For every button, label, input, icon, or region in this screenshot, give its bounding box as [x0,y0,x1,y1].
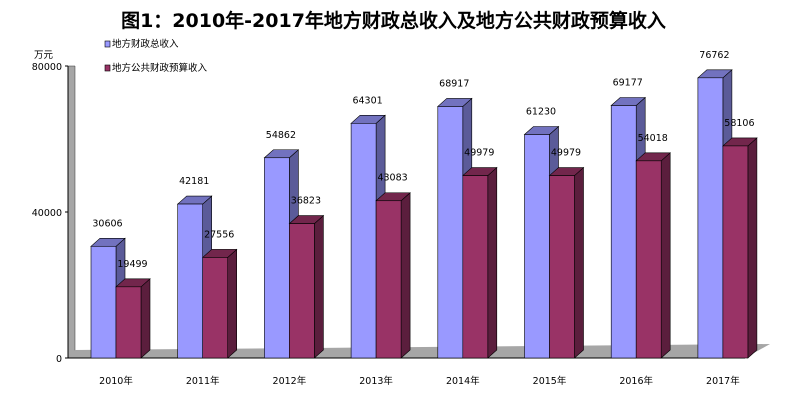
bar-side [314,214,324,359]
data-label: 76762 [699,50,729,61]
data-label: 30606 [92,218,122,229]
bar [115,286,142,359]
bar [462,175,489,359]
floor [68,344,770,358]
x-tick-label: 2016年 [619,375,653,387]
data-label: 27556 [204,229,234,240]
data-label: 64301 [352,95,382,106]
data-label: 43083 [377,173,407,184]
bar [177,203,203,359]
x-tick-label: 2010年 [99,375,133,387]
legend-swatch [104,64,111,72]
bar [610,105,637,359]
data-label: 68917 [439,78,469,89]
y-tick-label: 80000 [32,62,62,73]
x-tick-label: 2015年 [533,375,567,387]
data-label: 36823 [291,196,321,207]
bar-side [660,152,671,359]
bar [697,77,724,359]
x-tick-label: 2011年 [186,375,220,387]
bar [635,160,662,359]
data-label: 69177 [613,78,643,89]
data-label: 19499 [117,259,147,270]
data-label: 58106 [724,118,754,129]
data-label: 49979 [551,148,581,159]
bar [437,106,464,359]
bar [202,257,228,359]
bar [350,123,377,359]
legend-label: 地方财政总收入 [112,38,179,50]
bar-side [400,192,411,359]
y-axis-label: 万元 [34,50,54,61]
bar [722,145,749,359]
bar [524,134,550,359]
bar [375,200,402,359]
data-label: 54862 [266,130,296,141]
data-label: 42181 [179,176,209,187]
bar-side [574,166,584,359]
bar [264,157,290,359]
legend-swatch [104,40,111,48]
back-wall [67,65,76,359]
bar [90,245,117,359]
y-tick-label: 0 [56,354,62,365]
data-label: 49979 [464,148,494,159]
y-tick-label: 40000 [32,208,62,219]
x-tick-label: 2014年 [446,375,480,387]
x-tick-label: 2013年 [359,375,393,387]
bar [289,223,315,359]
bar [549,175,575,359]
chart-title: 图1：2010年-2017年地方财政总收入及地方公共财政预算收入 [121,10,666,32]
data-label: 61230 [526,107,556,118]
x-tick-label: 2012年 [273,375,307,387]
bar-side [487,166,498,359]
bar-side [140,278,151,359]
bar-side [747,137,758,359]
bar-side [227,248,237,359]
legend-label: 地方公共财政预算收入 [112,62,208,74]
x-tick-label: 2017年 [706,375,740,387]
data-label: 54018 [638,133,668,144]
